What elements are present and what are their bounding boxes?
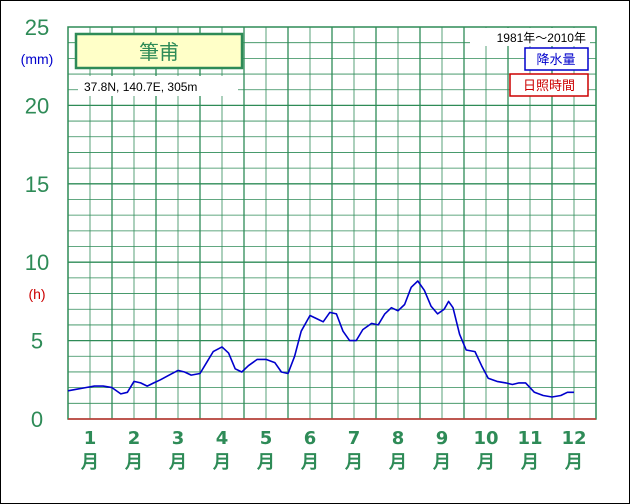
period-bg — [470, 28, 590, 46]
x-tick-number: 6 — [304, 428, 317, 449]
x-tick-number: 11 — [517, 428, 542, 449]
x-tick-number: 4 — [216, 428, 229, 449]
y-tick-label: 0 — [31, 407, 43, 432]
y-axis-ticks: 0 5 10 15 20 25 — [25, 15, 49, 432]
legend-precip-box — [524, 47, 589, 71]
precip-series-line — [67, 280, 574, 398]
x-tick-unit: 月 — [212, 452, 231, 473]
station-location: 37.8N, 140.7E, 305m — [84, 80, 197, 94]
y-unit-sun: (h) — [28, 286, 45, 302]
x-tick-unit: 月 — [388, 452, 407, 473]
x-axis-ticks: 1 月 2 月 3 月 4 月 5 月 6 月 7 月 8 月 9 月 10 月 11 月 12 月 — [80, 428, 587, 473]
y-tick-label: 5 — [31, 329, 43, 354]
x-tick-unit: 月 — [432, 452, 451, 473]
x-tick-unit: 月 — [168, 452, 187, 473]
x-tick-number: 3 — [172, 428, 185, 449]
y-tick-label: 20 — [25, 93, 49, 118]
x-tick-unit: 月 — [564, 452, 583, 473]
x-tick-unit: 月 — [80, 452, 99, 473]
station-title: 筆甫 — [139, 40, 179, 64]
period-label: 1981年〜2010年 — [497, 31, 586, 45]
x-tick-number: 2 — [128, 428, 141, 449]
x-tick-number: 10 — [473, 428, 498, 449]
y-unit-precip: (mm) — [21, 51, 54, 67]
legend-sun-box — [509, 73, 589, 97]
x-tick-unit: 月 — [256, 452, 275, 473]
x-tick-unit: 月 — [300, 452, 319, 473]
x-tick-unit: 月 — [476, 452, 495, 473]
x-tick-unit: 月 — [520, 452, 539, 473]
x-tick-number: 7 — [348, 428, 361, 449]
y-tick-label: 25 — [25, 15, 49, 40]
station-title-box — [74, 32, 244, 70]
x-tick-unit: 月 — [344, 452, 363, 473]
x-tick-number: 5 — [260, 428, 273, 449]
y-tick-label: 15 — [25, 172, 49, 197]
x-tick-number: 8 — [392, 428, 405, 449]
legend-sun: 日照時間 — [523, 79, 575, 94]
x-tick-number: 9 — [436, 428, 449, 449]
x-tick-number: 12 — [561, 428, 586, 449]
legend-precip: 降水量 — [536, 53, 575, 68]
x-tick-number: 1 — [84, 428, 97, 449]
location-bg — [78, 76, 238, 96]
y-tick-label: 10 — [25, 250, 49, 275]
x-tick-unit: 月 — [124, 452, 143, 473]
